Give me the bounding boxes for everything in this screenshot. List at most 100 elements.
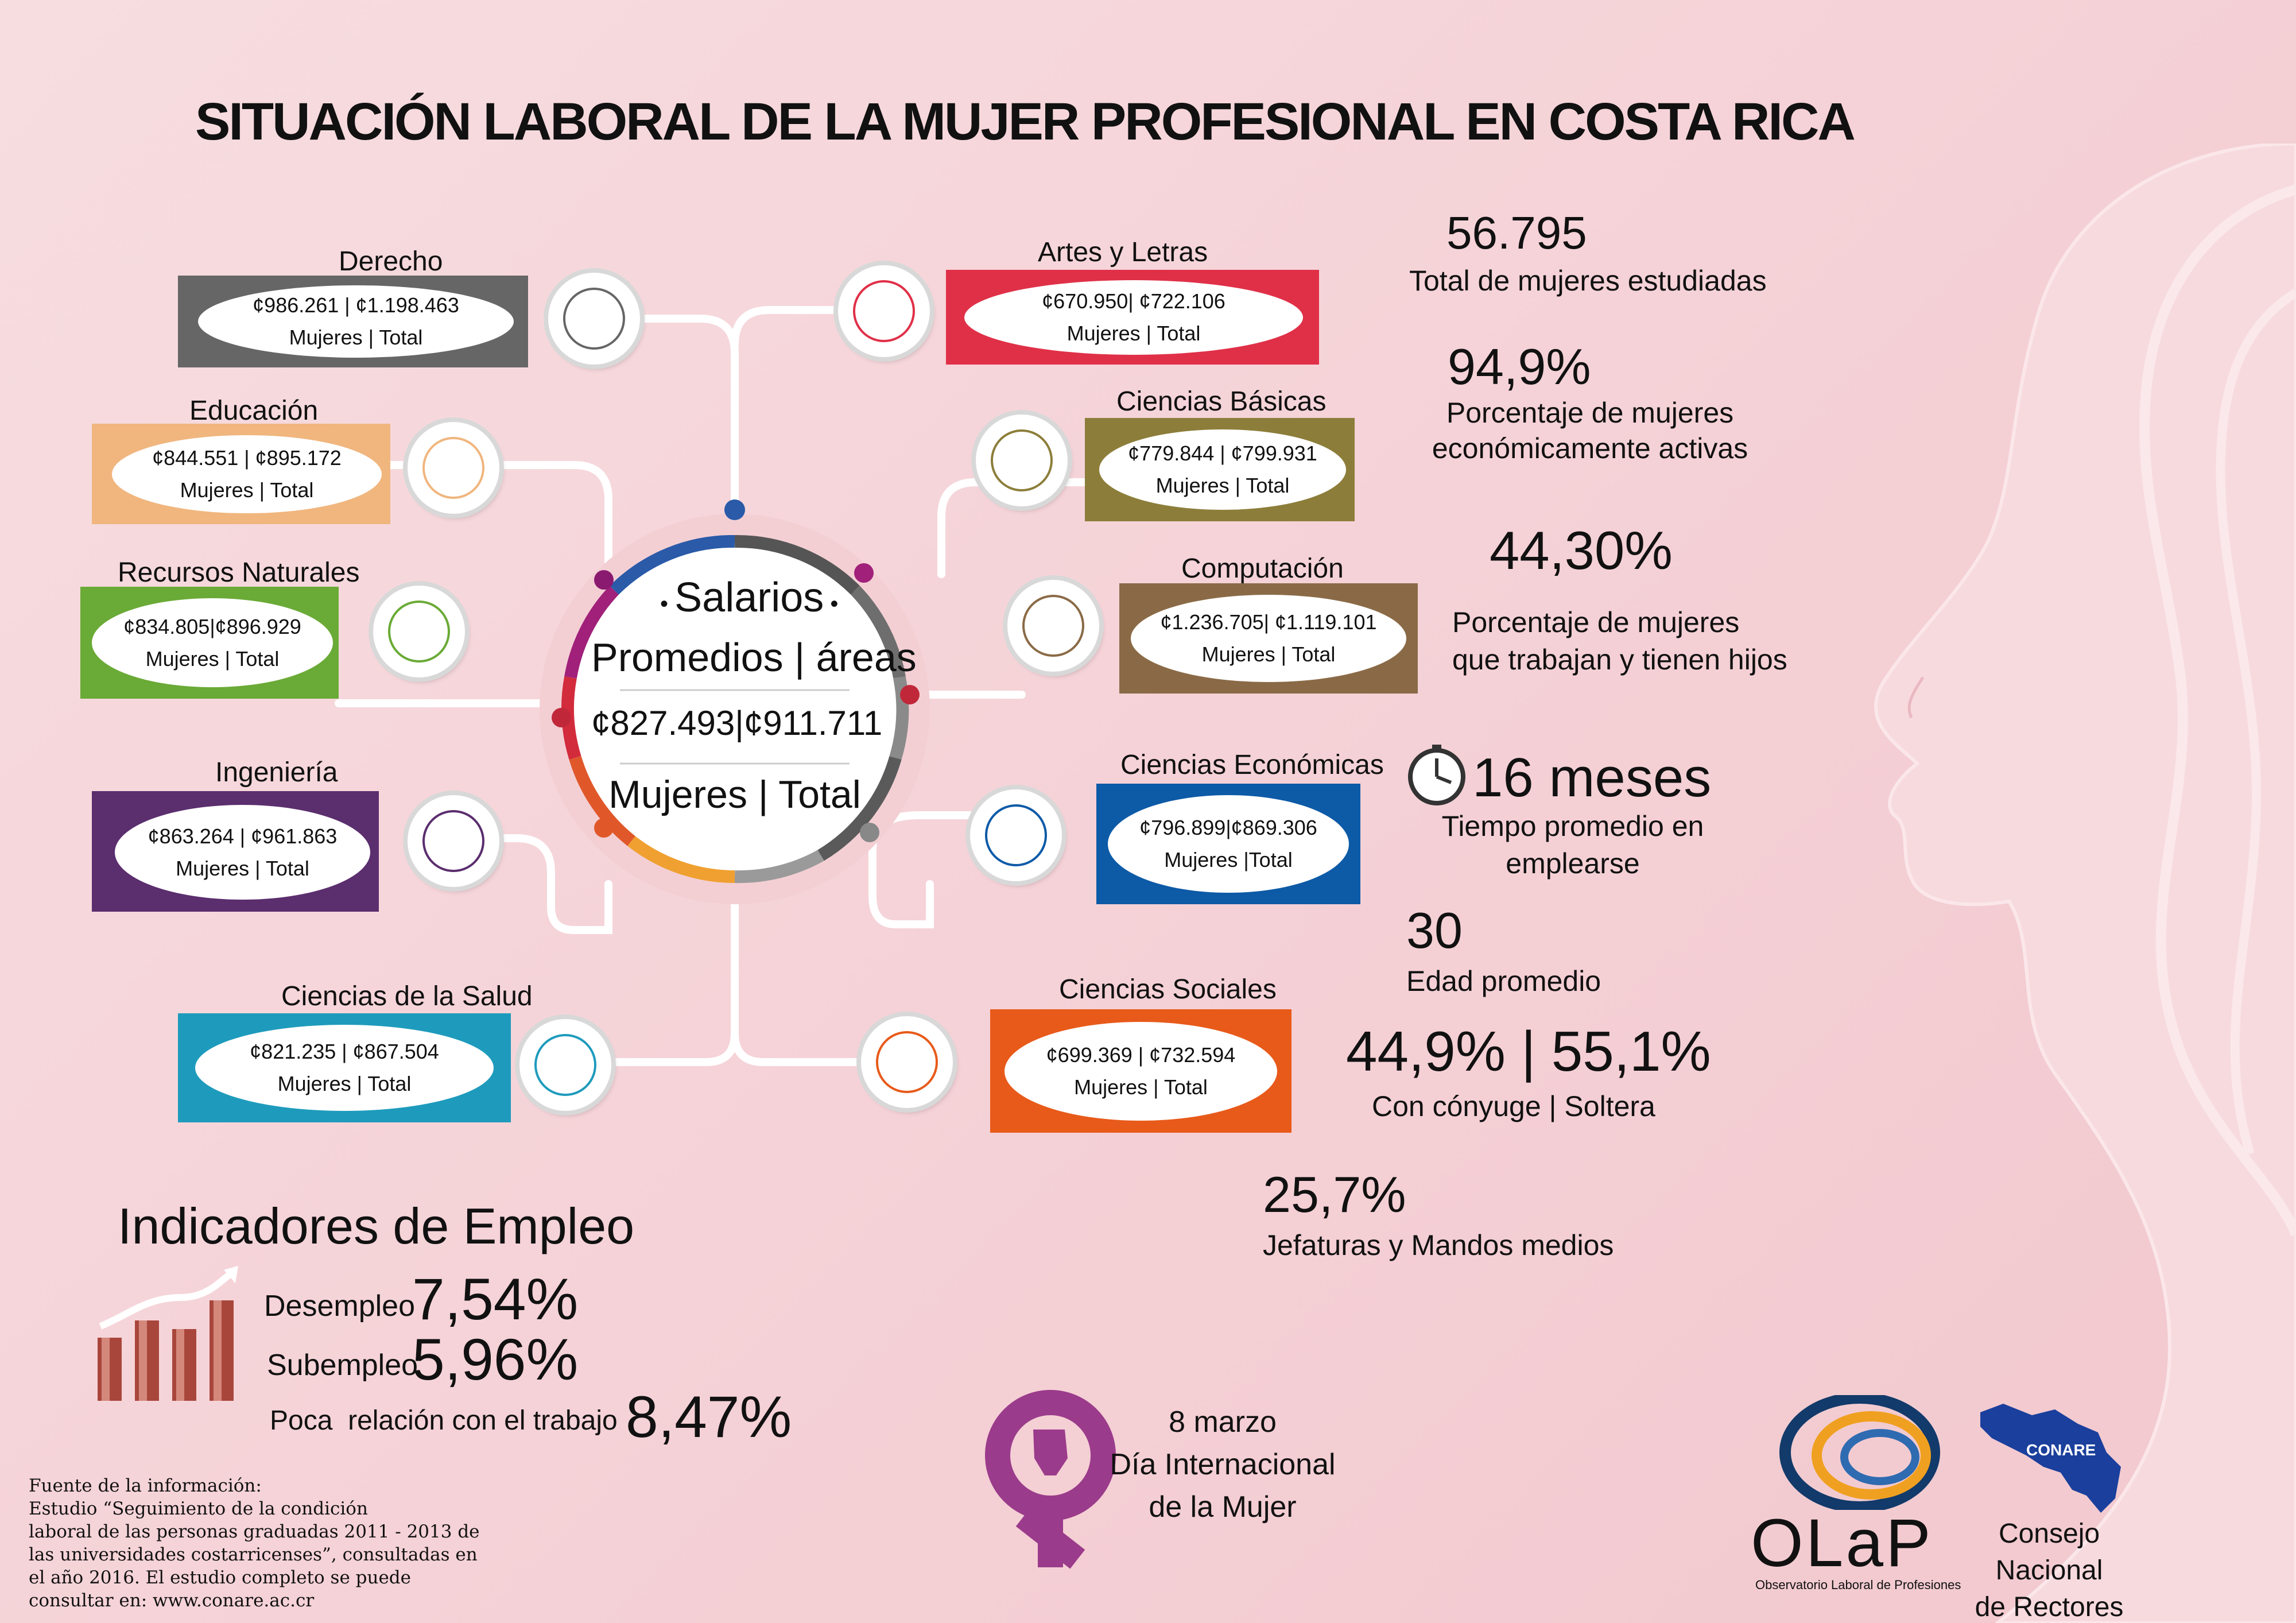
area-salary-derecho: ¢986.261 | ¢1.198.463	[253, 293, 459, 317]
area-labels-salud: Mujeres | Total	[277, 1072, 412, 1095]
womens-day-line: de la Mujer	[1149, 1490, 1297, 1524]
area-pill-derecho: ¢986.261 | ¢1.198.463 Mujeres | Total	[198, 285, 514, 358]
stat-edad-num: 30	[1406, 902, 1463, 959]
engineer-tools-icon	[408, 795, 499, 887]
stat-total-lbl: Total de mujeres estudiadas	[1409, 265, 1767, 297]
olap-logo-subtitle: Observatorio Laboral de Profesiones	[1755, 1578, 1961, 1592]
source-line: las universidades costarricenses”, consu…	[29, 1544, 478, 1565]
conare-name-line: de Rectores	[1975, 1592, 2124, 1622]
source-line: laboral de las personas graduadas 2011 -…	[29, 1521, 480, 1542]
area-labels-artes: Mujeres | Total	[1066, 321, 1201, 345]
computer-icon	[1007, 580, 1099, 672]
area-title-ingenieria: Ingeniería	[215, 757, 338, 788]
area-salary-artes: ¢670.950| ¢722.106	[1042, 289, 1225, 313]
area-pill-computacion: ¢1.236.705| ¢1.119.101 Mujeres | Total	[1131, 595, 1406, 682]
source-note: Fuente de la información: Estudio “Segui…	[29, 1474, 568, 1612]
conare-logo-text: CONARE	[2026, 1441, 2096, 1459]
central-salary-circle	[540, 499, 930, 904]
area-title-salud: Ciencias de la Salud	[281, 981, 533, 1012]
bar-chart-growth-icon	[98, 1266, 238, 1401]
womens-day-line: Día Internacional	[1110, 1448, 1336, 1481]
olap-logo-text: OLaP	[1751, 1505, 1933, 1581]
woman-silhouette	[1874, 144, 2296, 1623]
source-line: Estudio “Seguimiento de la condición	[29, 1498, 368, 1519]
stat-edad-lbl: Edad promedio	[1406, 965, 1601, 997]
area-salary-educacion: ¢844.551 | ¢895.172	[152, 446, 342, 470]
area-title-economicas: Ciencias Económicas	[1120, 750, 1384, 780]
source-line: consultar en: www.conare.ac.cr	[29, 1590, 315, 1611]
area-title-derecho: Derecho	[339, 246, 443, 277]
area-salary-computacion: ¢1.236.705| ¢1.119.101	[1160, 610, 1377, 634]
subempleo-label: Subempleo	[267, 1349, 418, 1382]
area-pill-recursos: ¢834.805|¢896.929 Mujeres | Total	[92, 598, 333, 687]
clock-icon	[1408, 745, 1465, 805]
area-salary-ingenieria: ¢863.264 | ¢961.863	[148, 824, 338, 848]
stat-activas-lbl1: Porcentaje de mujeres	[1446, 397, 1734, 429]
natural-resources-magnifier-icon	[373, 586, 465, 677]
stat-activas-num: 94,9%	[1448, 338, 1591, 395]
stat-jefaturas-num: 25,7%	[1263, 1166, 1406, 1223]
desempleo-label: Desempleo	[264, 1289, 416, 1323]
womens-day-line: 8 marzo	[1169, 1405, 1277, 1439]
conare-name: Consejo Nacional de Rectores	[1957, 1516, 2141, 1623]
center-labels: Mujeres | Total	[608, 773, 861, 816]
education-book-icon	[408, 422, 499, 514]
social-sciences-people-icon	[861, 1016, 953, 1108]
area-labels-educacion: Mujeres | Total	[180, 478, 314, 502]
desempleo-value: 7,54%	[412, 1266, 579, 1332]
area-pill-salud: ¢821.235 | ¢867.504 Mujeres | Total	[195, 1025, 494, 1111]
area-pill-economicas: ¢796.899|¢869.306 Mujeres |Total	[1108, 795, 1349, 893]
subempleo-value: 5,96%	[412, 1327, 579, 1392]
center-salary: ¢827.493|¢911.711	[591, 704, 883, 742]
stat-conyuge-lbl: Con cónyuge | Soltera	[1372, 1090, 1655, 1122]
womens-day-text: 8 marzo Día Internacional de la Mujer	[1108, 1401, 1337, 1528]
area-salary-sociales: ¢699.369 | ¢732.594	[1046, 1043, 1236, 1067]
area-title-sociales: Ciencias Sociales	[1059, 974, 1277, 1005]
area-labels-computacion: Mujeres | Total	[1201, 642, 1336, 666]
poca-relacion-value: 8,47%	[626, 1384, 792, 1450]
area-pill-artes: ¢670.950| ¢722.106 Mujeres | Total	[964, 280, 1303, 355]
stat-total-num: 56.795	[1446, 207, 1587, 258]
area-labels-recursos: Mujeres | Total	[145, 646, 280, 671]
area-labels-basicas: Mujeres | Total	[1155, 474, 1290, 497]
source-line: el año 2016. El estudio completo se pued…	[29, 1567, 411, 1588]
olap-logo-mark	[1779, 1395, 1940, 1510]
source-line: Fuente de la información:	[29, 1475, 262, 1496]
area-salary-basicas: ¢779.844 | ¢799.931	[1128, 441, 1317, 465]
indicadores-title: Indicadores de Empleo	[118, 1198, 635, 1254]
page-title: SITUACIÓN LABORAL DE LA MUJER PROFESIONA…	[195, 92, 1856, 151]
stat-meses-num: 16 meses	[1472, 747, 1712, 808]
connector-lines	[335, 306, 1095, 1066]
center-line2: Promedios | áreas	[591, 635, 917, 680]
basic-sciences-globe-icon	[976, 415, 1068, 506]
female-symbol-fist-icon	[985, 1390, 1116, 1569]
center-line1: • Salarios •	[660, 575, 839, 621]
area-title-recursos: Recursos Naturales	[118, 557, 360, 588]
health-ambulance-icon	[519, 1019, 611, 1111]
area-pill-basicas: ¢779.844 | ¢799.931 Mujeres | Total	[1099, 429, 1346, 510]
area-salary-salud: ¢821.235 | ¢867.504	[250, 1040, 439, 1063]
arts-palette-icon	[838, 265, 930, 357]
area-salary-economicas: ¢796.899|¢869.306	[1139, 816, 1317, 839]
stat-activas-lbl2: económicamente activas	[1432, 432, 1748, 464]
conare-name-line: Consejo Nacional	[1995, 1519, 2103, 1586]
area-salary-recursos: ¢834.805|¢896.929	[123, 614, 301, 638]
area-title-educacion: Educación	[189, 396, 319, 426]
conare-costa-rica-map	[1980, 1404, 2121, 1513]
area-pill-sociales: ¢699.369 | ¢732.594 Mujeres | Total	[1004, 1022, 1277, 1121]
area-labels-derecho: Mujeres | Total	[289, 326, 423, 349]
area-title-computacion: Computación	[1181, 553, 1344, 584]
stat-meses-lbl2: emplearse	[1506, 847, 1640, 880]
stat-jefaturas-lbl: Jefaturas y Mandos medios	[1263, 1229, 1614, 1261]
area-labels-ingenieria: Mujeres | Total	[176, 856, 309, 880]
stat-hijos-lbl2: que trabajan y tienen hijos	[1452, 644, 1787, 676]
stat-hijos-lbl1: Porcentaje de mujeres	[1452, 606, 1740, 638]
area-pill-educacion: ¢844.551 | ¢895.172 Mujeres | Total	[112, 435, 382, 513]
stat-conyuge-num: 44,9% | 55,1%	[1346, 1020, 1711, 1083]
economics-chart-icon	[970, 789, 1062, 881]
stat-meses-lbl1: Tiempo promedio en	[1441, 810, 1704, 842]
judge-gavel-icon	[548, 273, 640, 365]
area-pill-ingenieria: ¢863.264 | ¢961.863 Mujeres | Total	[115, 805, 370, 900]
poca-relacion-label: Poca relación con el trabajo	[270, 1405, 618, 1436]
